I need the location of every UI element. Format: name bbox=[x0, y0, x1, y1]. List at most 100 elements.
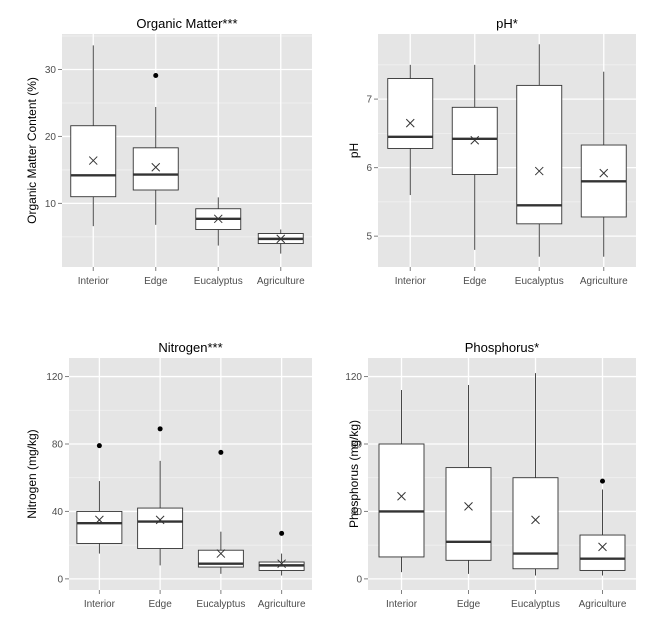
mean-marker bbox=[213, 214, 223, 224]
box-edge bbox=[137, 426, 184, 566]
mean-cross-b bbox=[397, 491, 406, 501]
box-iqr bbox=[378, 443, 425, 558]
mean-cross-b bbox=[405, 118, 415, 128]
y-tick-label: 80 bbox=[351, 439, 363, 450]
box-iqr bbox=[579, 534, 626, 571]
mean-cross-b bbox=[276, 234, 286, 244]
x-tick-label: Edge bbox=[463, 276, 487, 287]
y-tick-label: 120 bbox=[345, 372, 362, 383]
x-tick-label: Interior bbox=[395, 276, 427, 287]
box-edge bbox=[451, 64, 498, 250]
mean-marker bbox=[470, 135, 480, 145]
mean-marker bbox=[88, 156, 98, 165]
chart-title: Organic Matter*** bbox=[136, 16, 237, 31]
box-interior bbox=[378, 390, 425, 573]
box-agriculture bbox=[580, 71, 627, 257]
y-axis-label: Phosphorus (mg/kg) bbox=[347, 420, 361, 528]
box-iqr bbox=[76, 510, 123, 544]
x-tick-label: Interior bbox=[386, 599, 418, 610]
panel-2: 0 40 80 120 Interior Edge Eucalyptus Agricultur… bbox=[25, 340, 312, 610]
x-tick-label: Agriculture bbox=[257, 276, 305, 287]
y-axis-label: Nitrogen (mg/kg) bbox=[25, 429, 39, 518]
panel-1: 5 6 7 Interior Edge Eucalyptus Agriculture pH* p… bbox=[347, 16, 636, 287]
mean-cross-b bbox=[216, 549, 226, 558]
mean-marker bbox=[598, 542, 607, 552]
mean-marker bbox=[405, 118, 415, 128]
mean-marker bbox=[534, 166, 544, 176]
mean-marker bbox=[464, 502, 473, 511]
x-tick-label: Agriculture bbox=[258, 599, 306, 610]
outlier-point bbox=[600, 478, 605, 484]
mean-cross-b bbox=[95, 515, 104, 525]
box-iqr bbox=[512, 477, 559, 570]
x-tick-label: Eucalyptus bbox=[511, 599, 560, 610]
outlier-point bbox=[218, 449, 224, 455]
box-iqr bbox=[137, 507, 184, 549]
x-tick-label: Interior bbox=[78, 276, 110, 287]
mean-cross-b bbox=[534, 166, 544, 176]
y-tick-label: 10 bbox=[45, 199, 57, 210]
mean-cross-b bbox=[470, 135, 480, 145]
y-tick-label: 80 bbox=[52, 439, 64, 450]
y-tick-label: 20 bbox=[45, 132, 57, 143]
x-tick-label: Edge bbox=[144, 276, 168, 287]
y-axis-label: Organic Matter Content (%) bbox=[25, 77, 39, 224]
box-eucalyptus bbox=[197, 449, 244, 574]
chart-title: Nitrogen*** bbox=[158, 340, 222, 355]
panel-3: 0 40 80 120 Interior Edge Eucalyptus Agricultur… bbox=[345, 340, 636, 610]
y-tick-label: 7 bbox=[366, 95, 372, 106]
mean-marker bbox=[599, 168, 609, 178]
outlier-point bbox=[153, 73, 159, 79]
x-tick-label: Edge bbox=[148, 599, 172, 610]
box-agriculture bbox=[579, 478, 626, 576]
box-eucalyptus bbox=[195, 197, 242, 246]
mean-cross-b bbox=[88, 156, 98, 165]
chart-title: pH* bbox=[496, 16, 518, 31]
y-tick-label: 6 bbox=[366, 163, 372, 174]
y-tick-label: 5 bbox=[366, 232, 372, 243]
x-tick-label: Eucalyptus bbox=[196, 599, 245, 610]
mean-cross-b bbox=[531, 515, 540, 525]
mean-marker bbox=[216, 549, 226, 558]
mean-marker bbox=[531, 515, 540, 525]
box-iqr bbox=[445, 467, 492, 561]
y-tick-label: 40 bbox=[52, 507, 64, 518]
mean-cross-b bbox=[213, 214, 223, 224]
y-tick-label: 120 bbox=[46, 372, 63, 383]
x-tick-label: Eucalyptus bbox=[515, 276, 564, 287]
mean-cross-b bbox=[599, 168, 609, 178]
mean-cross-b bbox=[598, 542, 607, 552]
box-agriculture bbox=[258, 530, 305, 576]
mean-marker bbox=[155, 515, 165, 525]
mean-marker bbox=[95, 515, 104, 525]
mean-marker bbox=[397, 491, 406, 501]
box-interior bbox=[76, 443, 123, 554]
y-tick-label: 0 bbox=[356, 574, 362, 585]
box-eucalyptus bbox=[516, 44, 563, 257]
y-tick-label: 0 bbox=[57, 574, 63, 585]
box-edge bbox=[445, 384, 492, 574]
outlier-point bbox=[279, 530, 285, 536]
chart-title: Phosphorus* bbox=[465, 340, 539, 355]
y-tick-label: 30 bbox=[45, 65, 57, 76]
mean-marker bbox=[276, 234, 286, 244]
box-edge bbox=[132, 73, 179, 225]
box-interior bbox=[387, 64, 434, 196]
box-eucalyptus bbox=[512, 373, 559, 576]
outlier-point bbox=[157, 426, 163, 432]
mean-cross-b bbox=[155, 515, 165, 525]
mean-cross-b bbox=[464, 502, 473, 511]
box-iqr bbox=[516, 84, 563, 225]
x-tick-label: Agriculture bbox=[579, 599, 627, 610]
x-tick-label: Edge bbox=[457, 599, 481, 610]
panel-background bbox=[69, 358, 312, 590]
x-tick-label: Interior bbox=[84, 599, 116, 610]
mean-marker bbox=[277, 559, 286, 569]
box-interior bbox=[70, 45, 117, 227]
box-iqr bbox=[132, 147, 179, 191]
mean-marker bbox=[151, 162, 161, 172]
mean-cross-b bbox=[151, 162, 161, 172]
mean-cross-b bbox=[277, 559, 286, 569]
x-tick-label: Agriculture bbox=[580, 276, 628, 287]
